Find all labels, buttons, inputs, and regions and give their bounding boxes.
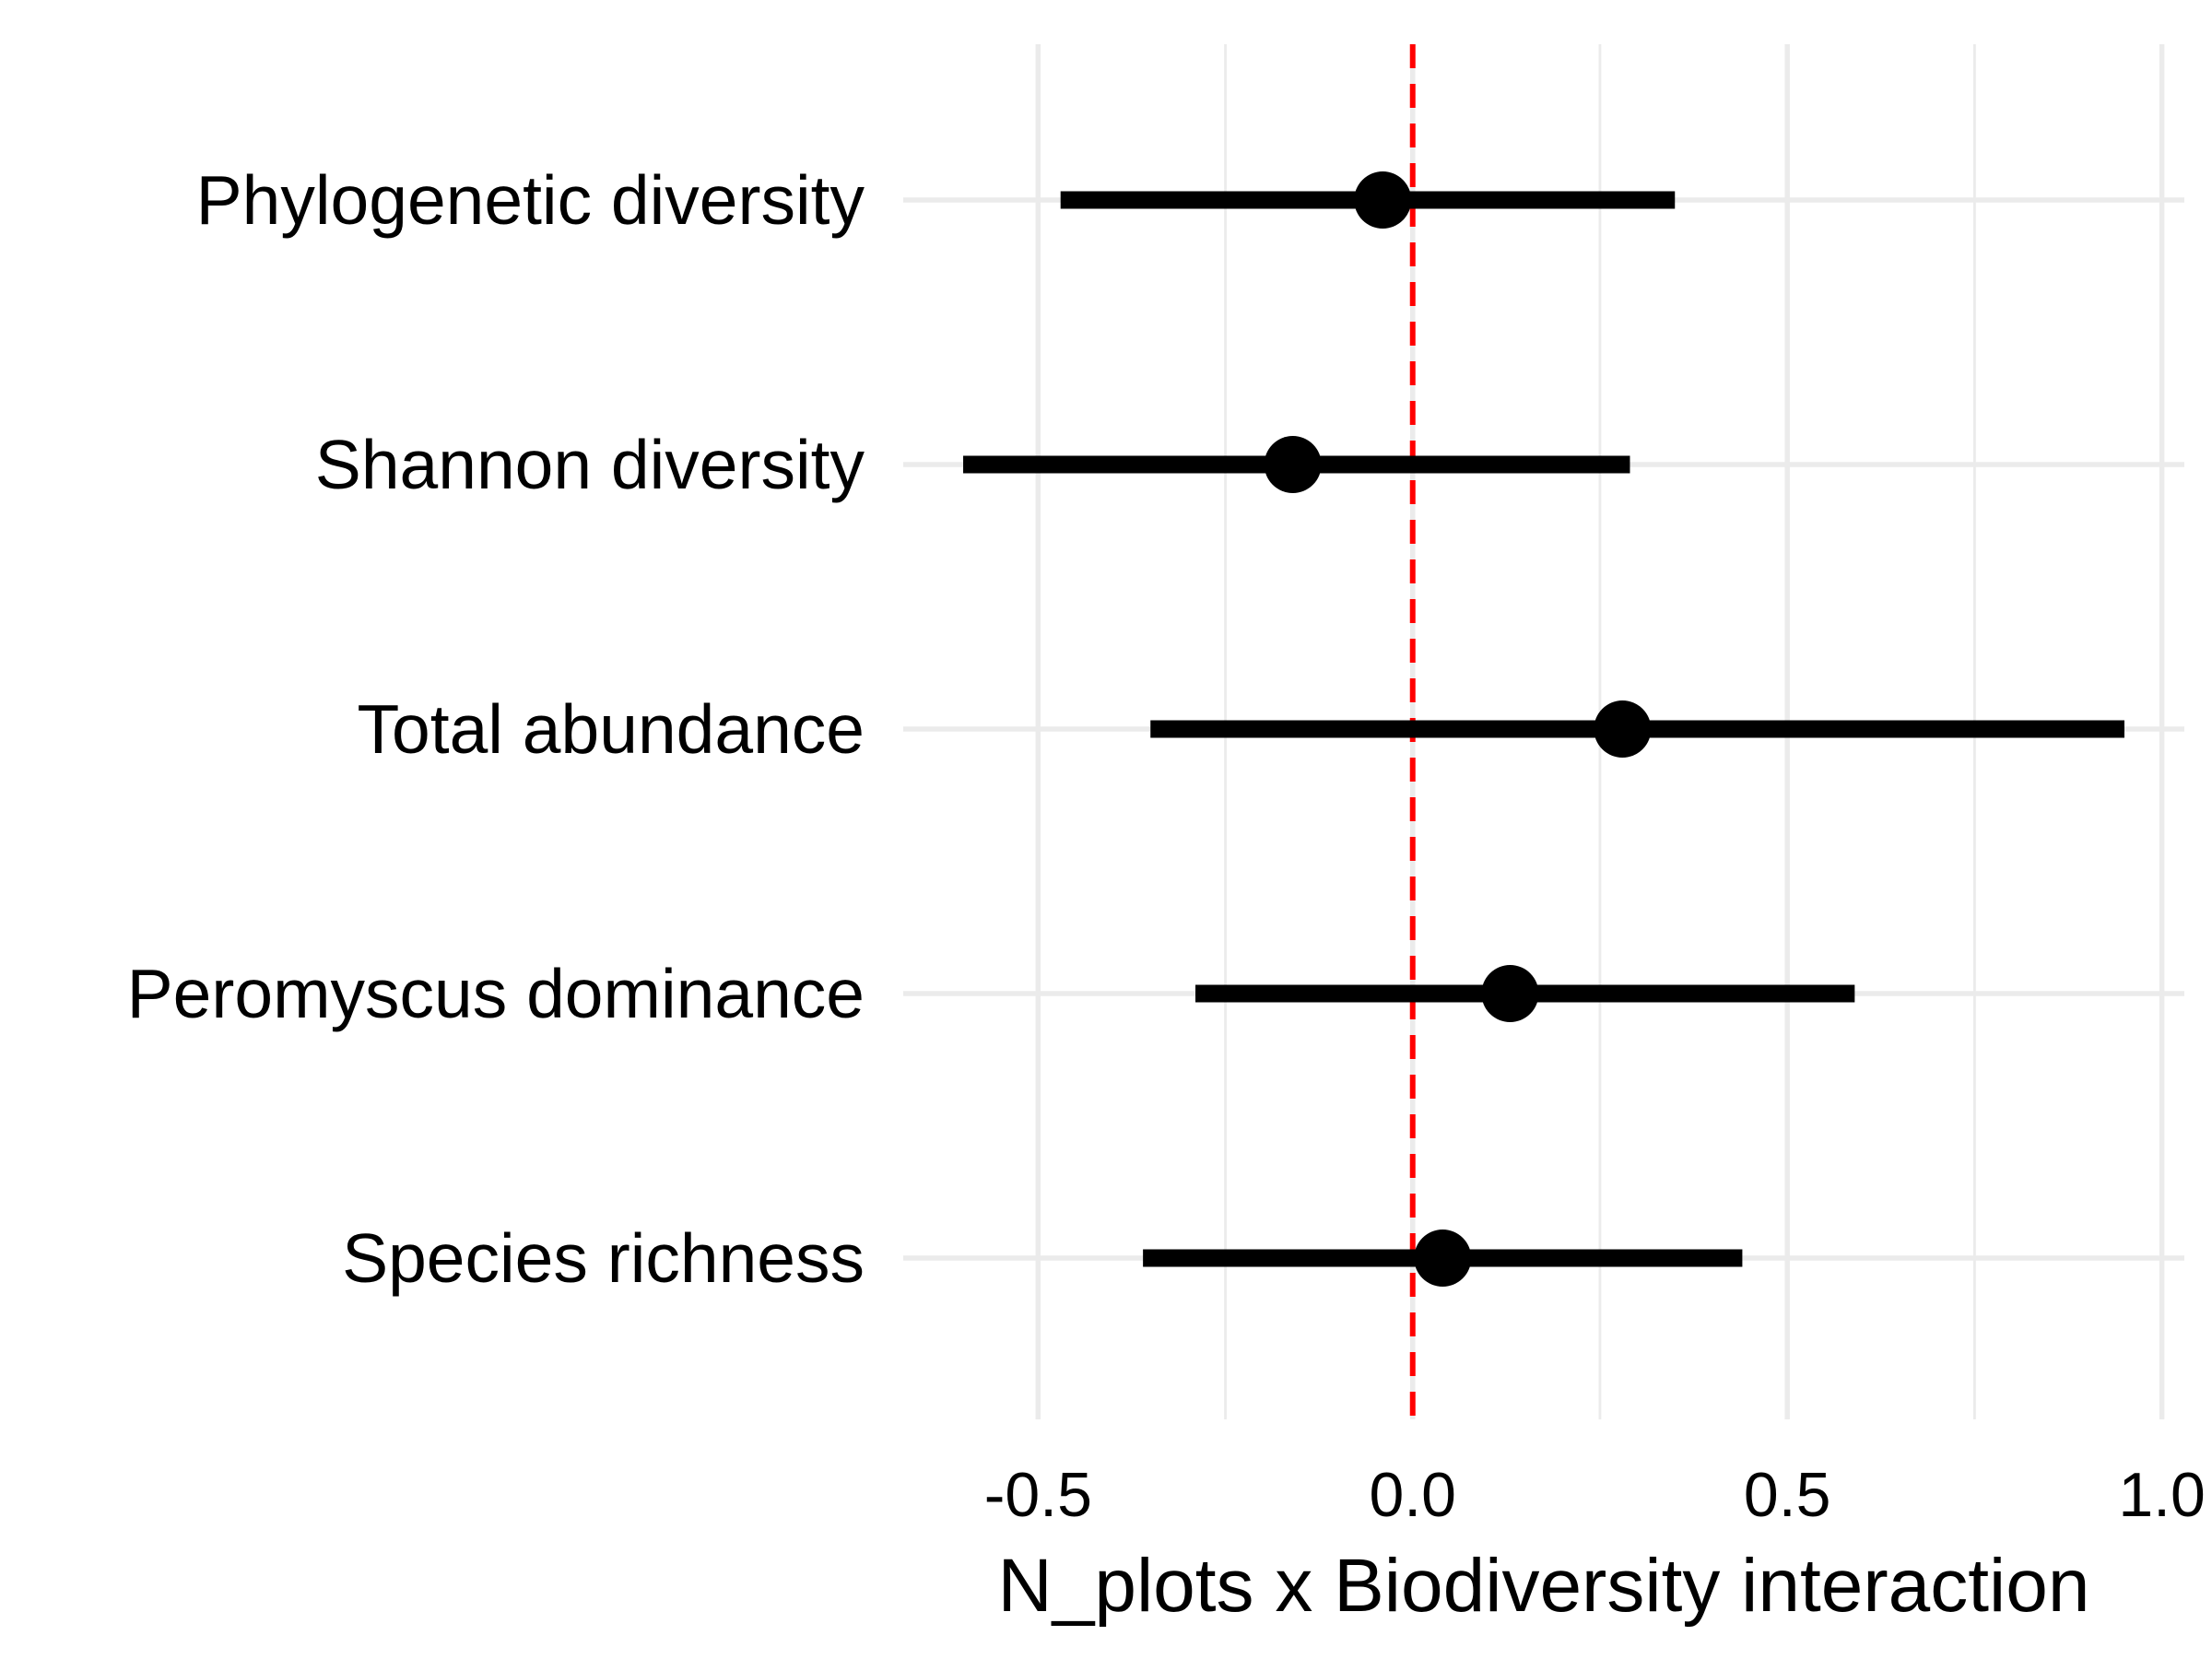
category-label: Species richness [342,1219,865,1297]
category-label: Shannon diversity [315,426,865,503]
x-tick-label: 0.0 [1369,1460,1456,1530]
category-axis-labels: Phylogenetic diversity Shannon diversity T… [127,161,865,1297]
estimate-point [1264,436,1322,493]
x-axis-title: N_plots x Biodiversity interaction [998,1544,2090,1628]
category-label: Total abundance [358,690,865,768]
x-tick-label: 1.0 [2118,1460,2206,1530]
estimate-point [1481,965,1539,1022]
forest-marks [963,171,2124,1287]
category-label: Phylogenetic diversity [196,161,865,239]
x-tick-label: 0.5 [1744,1460,1831,1530]
estimate-point [1414,1230,1472,1287]
category-label: Peromyscus dominance [127,955,865,1032]
estimate-point [1354,171,1412,229]
x-axis-tick-labels: -0.5 0.0 0.5 1.0 [984,1460,2206,1530]
x-tick-label: -0.5 [984,1460,1092,1530]
estimate-point [1594,700,1652,758]
